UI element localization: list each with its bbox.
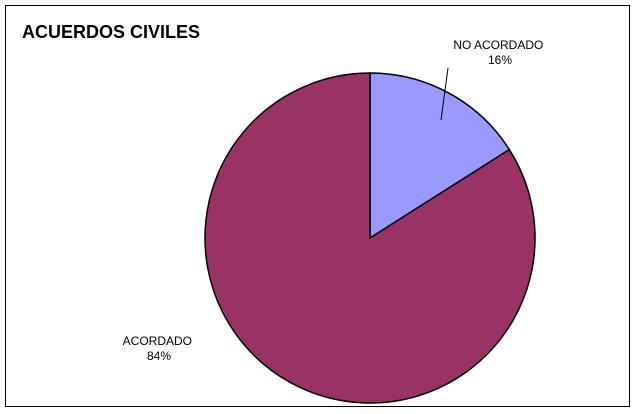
pie-slice-no-acordado — [369, 72, 511, 240]
leader-line-no-acordado — [440, 67, 449, 121]
slice-label-no-acordado: NO ACORDADO 16% — [453, 38, 546, 67]
slice-label-acordado-name: ACORDADO — [123, 334, 192, 348]
chart-frame — [5, 5, 630, 407]
slice-label-no-acordado-name: NO ACORDADO — [453, 38, 543, 52]
chart-title: ACUERDOS CIVILES — [22, 22, 201, 42]
slice-label-acordado: ACORDADO 84% — [123, 334, 196, 363]
slice-label-no-acordado-percent: 16% — [488, 53, 512, 67]
pie-slice-acordado — [204, 72, 536, 404]
slice-label-acordado-percent: 84% — [147, 349, 171, 363]
